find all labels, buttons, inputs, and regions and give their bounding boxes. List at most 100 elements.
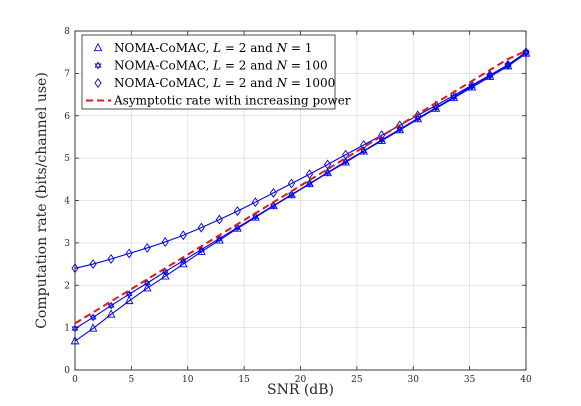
legend-label: Asymptotic rate with increasing power — [113, 94, 351, 108]
legend-item: NOMA-CoMAC, L = 2 and N = 1000 — [94, 76, 335, 90]
series-3 — [71, 47, 530, 274]
legend-label: NOMA-CoMAC, L = 2 and N = 1000 — [114, 76, 335, 90]
hexagram-part — [269, 203, 277, 210]
x-tick-label: 35 — [464, 375, 476, 385]
legend-box — [81, 34, 336, 110]
hexagram-part — [414, 116, 422, 123]
data-point — [287, 178, 296, 189]
hexagram-part — [306, 181, 313, 188]
data-point — [197, 245, 205, 254]
x-tick-label: 0 — [72, 375, 78, 385]
series-line — [74, 51, 527, 269]
hexagram-part — [161, 267, 169, 274]
hexagram-part — [324, 168, 332, 175]
hexagram-part — [215, 234, 223, 241]
hexagram-part — [94, 61, 102, 68]
data-point — [342, 157, 350, 166]
data-point — [305, 169, 314, 180]
y-tick-label: 1 — [64, 324, 70, 334]
data-point — [233, 206, 241, 217]
hexagram-part — [288, 190, 295, 197]
data-point — [342, 149, 350, 160]
y-tick-label: 2 — [64, 281, 70, 291]
hexagram-part — [125, 292, 133, 299]
data-point — [142, 283, 152, 292]
x-tick-label: 25 — [351, 375, 363, 385]
hexagram-part — [360, 146, 368, 153]
data-point — [106, 309, 116, 318]
data-point — [70, 336, 80, 345]
data-point — [125, 248, 133, 259]
y-tick-label: 0 — [64, 366, 70, 376]
data-point — [306, 179, 313, 188]
data-point — [179, 256, 187, 265]
data-point — [197, 222, 205, 233]
data-point — [215, 214, 223, 225]
data-point — [269, 187, 277, 198]
x-tick-label: 20 — [295, 375, 307, 385]
legend: NOMA-CoMAC, L = 2 and N = 1 NOMA-CoMAC, L… — [81, 34, 351, 110]
hexagram-part — [342, 159, 350, 166]
hexagram-part — [125, 290, 133, 297]
hexagram-part — [107, 301, 115, 308]
y-tick-label: 4 — [64, 197, 70, 207]
hexagram-part — [179, 256, 187, 263]
series-group — [70, 47, 531, 345]
data-point — [161, 237, 169, 248]
hexagram-part — [306, 179, 313, 186]
data-point — [89, 259, 97, 270]
hexagram-part — [468, 82, 476, 89]
data-point — [71, 263, 79, 274]
hexagram-part — [378, 137, 386, 144]
hexagram-part — [179, 258, 187, 265]
hexagram-part — [107, 303, 115, 310]
data-point — [143, 242, 151, 253]
series-line — [74, 50, 527, 325]
y-tick-label: 3 — [64, 239, 70, 249]
data-point — [107, 301, 115, 310]
hexagram-part — [143, 279, 151, 286]
data-point — [89, 313, 97, 322]
hexagram-part — [396, 127, 404, 134]
y-tick-label: 7 — [64, 69, 70, 79]
data-point — [504, 59, 512, 70]
data-point — [88, 323, 98, 332]
series-4 — [74, 50, 527, 325]
x-tick-label: 40 — [520, 375, 532, 385]
data-point — [251, 212, 259, 221]
data-point — [486, 70, 494, 81]
data-point — [215, 234, 223, 243]
legend-marker — [94, 78, 102, 88]
hexagram-part — [71, 324, 79, 331]
hexagram-part — [342, 157, 350, 164]
data-point — [179, 230, 187, 241]
x-tick-label: 30 — [408, 375, 420, 385]
legend-label: NOMA-CoMAC, L = 2 and N = 100 — [114, 59, 328, 73]
data-point — [414, 110, 422, 121]
data-point — [161, 267, 169, 276]
hexagram-part — [197, 247, 205, 254]
hexagram-part — [197, 245, 205, 252]
y-axis-label: Computation rate (bits/channel use) — [34, 72, 50, 329]
data-point — [178, 258, 188, 268]
hexagram-part — [233, 225, 241, 232]
y-tick-label: 5 — [64, 154, 70, 164]
x-axis-label: SNR (dB) — [267, 382, 334, 398]
data-point — [396, 120, 404, 131]
y-tick-label: 6 — [64, 112, 70, 122]
data-point — [288, 190, 295, 199]
data-point — [71, 324, 79, 333]
x-tick-label: 5 — [129, 375, 135, 385]
data-point — [125, 290, 133, 299]
data-point — [269, 201, 277, 210]
legend-item: Asymptotic rate with increasing power — [86, 94, 351, 108]
data-point — [233, 223, 241, 232]
hexagram-part — [215, 236, 223, 243]
legend-marker — [94, 61, 102, 70]
hexagram-part — [94, 63, 102, 70]
data-point — [124, 295, 134, 305]
hexagram-part — [378, 135, 386, 142]
hexagram-part — [143, 281, 151, 288]
